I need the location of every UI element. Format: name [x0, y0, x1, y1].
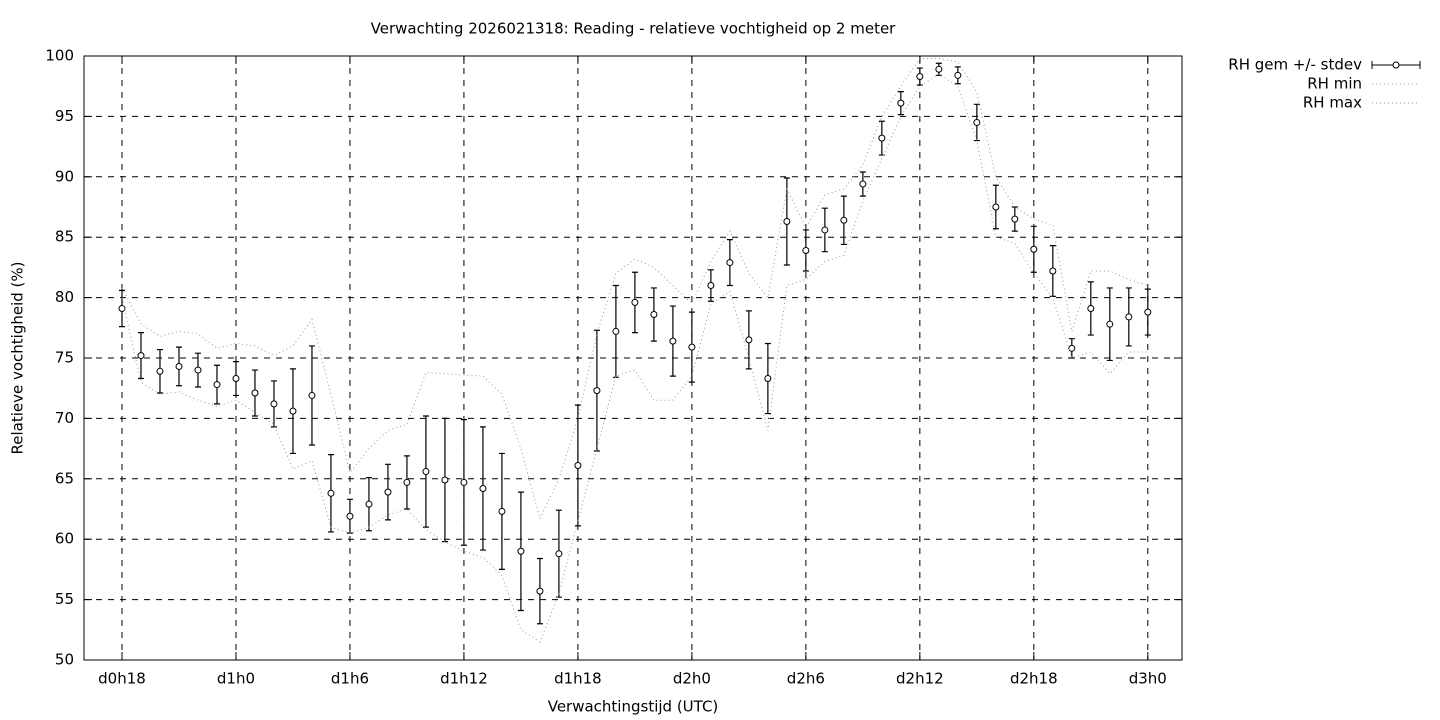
x-tick-label: d1h18 [554, 670, 602, 688]
point [555, 550, 563, 558]
point [1068, 344, 1076, 352]
point [308, 391, 316, 399]
plot-border [83, 55, 1183, 661]
point [859, 180, 867, 188]
point [897, 99, 905, 107]
point [517, 547, 525, 555]
y-tick-label: 50 [55, 651, 74, 669]
y-tick-label: 65 [55, 469, 74, 487]
y-axis-label: Relatieve vochtigheid (%) [9, 261, 27, 454]
point [764, 375, 772, 383]
point [650, 311, 658, 319]
point [365, 500, 373, 508]
point [916, 73, 924, 81]
point [251, 389, 259, 397]
point [973, 118, 981, 126]
x-tick-label: d2h6 [787, 670, 825, 688]
x-tick-label: d1h0 [217, 670, 255, 688]
point [118, 304, 126, 312]
point [232, 375, 240, 383]
legend-label: RH max [1303, 94, 1362, 112]
point [213, 381, 221, 389]
point [270, 400, 278, 408]
x-tick-label: d1h6 [331, 670, 369, 688]
point [669, 337, 677, 345]
point [840, 216, 848, 224]
point [403, 478, 411, 486]
point [422, 468, 430, 476]
y-tick-label: 60 [55, 530, 74, 548]
y-tick-label: 55 [55, 590, 74, 608]
point [460, 478, 468, 486]
point [156, 367, 164, 375]
point [479, 484, 487, 492]
point [289, 407, 297, 415]
point [175, 362, 183, 370]
x-tick-label: d2h12 [896, 670, 944, 688]
y-tick-label: 70 [55, 409, 74, 427]
point [878, 134, 886, 142]
point [137, 352, 145, 360]
point [688, 343, 696, 351]
point [1125, 313, 1133, 321]
point [707, 282, 715, 290]
point [384, 488, 392, 496]
point [745, 336, 753, 344]
y-tick-label: 90 [55, 167, 74, 185]
y-tick-label: 100 [45, 47, 74, 65]
point [194, 366, 202, 374]
x-tick-label: d0h18 [98, 670, 146, 688]
point [1144, 308, 1152, 316]
point [441, 476, 449, 484]
x-tick-label: d2h18 [1010, 670, 1058, 688]
y-tick-label: 95 [55, 107, 74, 125]
point [1011, 215, 1019, 223]
y-tick-label: 80 [55, 288, 74, 306]
point [802, 246, 810, 254]
point [726, 259, 734, 267]
point [536, 587, 544, 595]
legend-symbol [1392, 61, 1400, 69]
point [783, 217, 791, 225]
point [954, 71, 962, 79]
x-tick-label: d2h0 [673, 670, 711, 688]
point [992, 203, 1000, 211]
point [1049, 267, 1057, 275]
point [346, 512, 354, 520]
x-tick-label: d1h12 [440, 670, 488, 688]
x-axis-label: Verwachtingstijd (UTC) [548, 698, 719, 716]
point [1030, 245, 1038, 253]
legend-label: RH gem +/- stdev [1228, 56, 1362, 74]
point [1087, 304, 1095, 312]
point [498, 507, 506, 515]
point [1106, 320, 1114, 328]
point [612, 327, 620, 335]
point [631, 298, 639, 306]
point [935, 65, 943, 73]
point [574, 462, 582, 470]
point [327, 489, 335, 497]
y-tick-label: 75 [55, 349, 74, 367]
legend-label: RH min [1307, 75, 1362, 93]
chart-title: Verwachting 2026021318: Reading - relati… [371, 20, 897, 38]
x-tick-label: d3h0 [1129, 670, 1167, 688]
y-tick-label: 85 [55, 228, 74, 246]
point [593, 387, 601, 395]
point [821, 226, 829, 234]
